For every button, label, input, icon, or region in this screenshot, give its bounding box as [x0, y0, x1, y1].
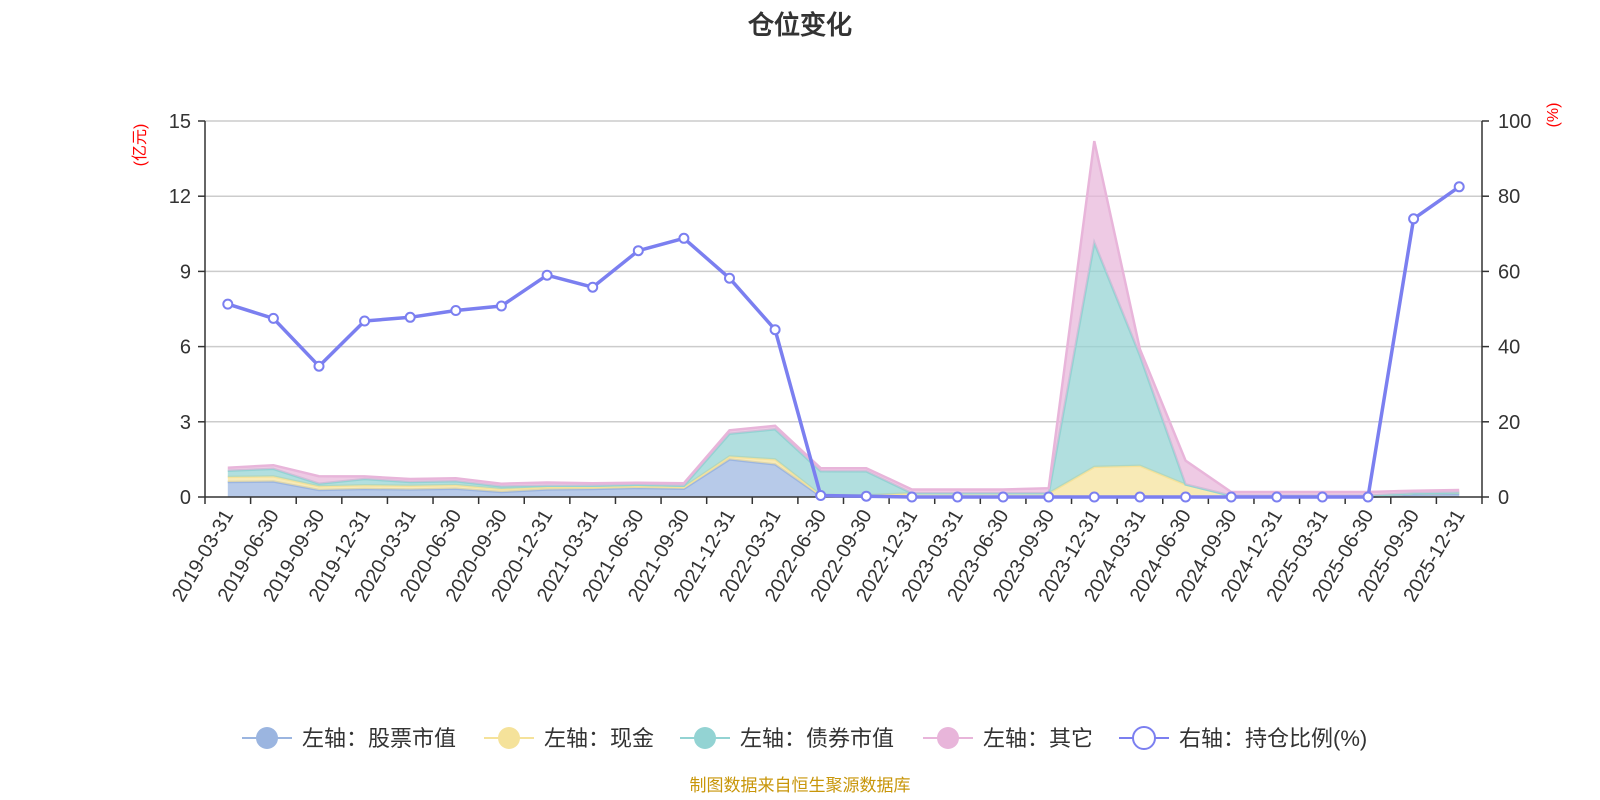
ratio-point [724, 272, 735, 284]
ratio-point [1271, 491, 1283, 503]
legend-item: 右轴：持仓比例(%) [1119, 726, 1367, 751]
ratio-point [1043, 491, 1055, 503]
grid-lines [205, 120, 1482, 423]
ratio-point [587, 281, 599, 293]
ratio-point [678, 232, 690, 244]
ratio-point [313, 360, 325, 372]
area-band [227, 456, 1460, 497]
legend-item: 左轴：现金 [484, 726, 654, 751]
ratio-point [222, 298, 234, 310]
ratio-point [1225, 491, 1237, 503]
right-axis-unit: (%) [1545, 103, 1562, 128]
right-tick-label: 40 [1498, 337, 1520, 359]
left-tick-label: 0 [180, 487, 191, 509]
legend-label: 左轴：现金 [544, 726, 654, 751]
legend-label: 左轴：股票市值 [302, 726, 456, 751]
ratio-point [1088, 491, 1100, 503]
area-band [227, 459, 1460, 497]
ratio-point [1453, 181, 1465, 193]
area-top-line [227, 140, 1460, 494]
area-band [227, 242, 1460, 496]
right-tick-label: 80 [1498, 186, 1520, 208]
ratio-point [906, 491, 918, 503]
left-tick-label: 9 [180, 261, 191, 283]
axes: 036912150204060801002019-03-312019-06-30… [168, 111, 1531, 606]
legend-marker [1132, 726, 1156, 750]
legend-label: 右轴：持仓比例(%) [1179, 726, 1367, 751]
legend-marker [694, 727, 716, 749]
right-tick-label: 0 [1498, 487, 1509, 509]
chart-title: 仓位变化 [747, 10, 852, 40]
ratio-point [769, 324, 781, 336]
data-source-note: 制图数据来自恒生聚源数据库 [690, 776, 911, 795]
ratio-line-series [222, 181, 1465, 503]
left-tick-label: 12 [169, 186, 191, 208]
ratio-point [404, 311, 416, 323]
area-top-line [227, 238, 1460, 497]
ratio-point [1180, 491, 1192, 503]
right-tick-label: 60 [1498, 261, 1520, 283]
ratio-point [1362, 491, 1374, 503]
right-tick-label: 20 [1498, 412, 1520, 434]
legend-label: 左轴：债券市值 [740, 726, 894, 751]
ratio-point [495, 300, 507, 312]
ratio-point [997, 491, 1009, 503]
ratio-point [815, 490, 827, 501]
ratio-point [450, 305, 462, 316]
ratio-point [1316, 491, 1328, 503]
ratio-point [632, 245, 644, 257]
ratio-point [359, 315, 371, 327]
ratio-point [541, 269, 553, 281]
left-axis-unit: (亿元) [131, 124, 149, 167]
left-tick-label: 15 [169, 111, 191, 133]
ratio-point [1134, 491, 1146, 503]
legend-item: 左轴：股票市值 [242, 726, 456, 751]
ratio-point [267, 312, 279, 324]
legend-marker [498, 727, 520, 749]
legend-marker [937, 727, 959, 749]
ratio-point [952, 491, 963, 503]
left-tick-label: 3 [180, 412, 191, 434]
legend-item: 左轴：债券市值 [680, 726, 894, 751]
legend-item: 左轴：其它 [923, 726, 1093, 751]
ratio-point [1408, 213, 1420, 225]
legend-marker [256, 727, 278, 749]
legend: 左轴：股票市值 左轴：现金 左轴：债券市值 左轴：其它 右轴：持仓比例(%) [242, 726, 1367, 751]
ratio-line [227, 185, 1461, 499]
right-tick-label: 100 [1498, 111, 1531, 133]
left-tick-label: 6 [180, 337, 191, 359]
legend-label: 左轴：其它 [983, 726, 1093, 751]
ratio-point [860, 490, 872, 502]
